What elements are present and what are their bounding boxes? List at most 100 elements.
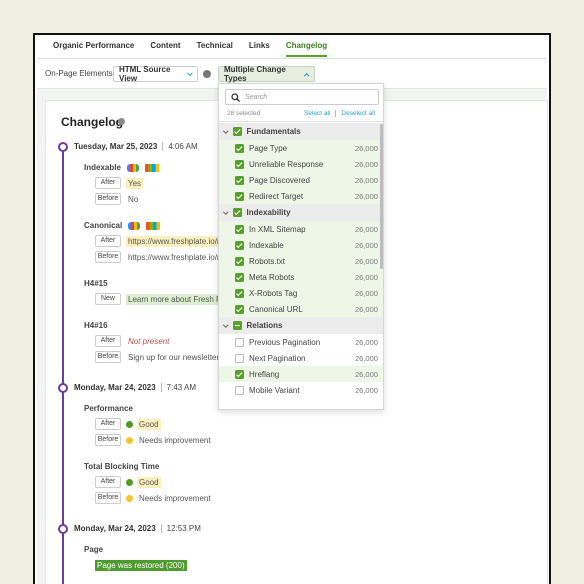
- option-checkbox[interactable]: [235, 304, 244, 314]
- field-name: H4#16: [84, 321, 108, 330]
- change-value: https://www.freshplate.io/re: [126, 251, 226, 263]
- option-count: 26,000: [355, 175, 378, 185]
- option-checkbox[interactable]: [235, 159, 244, 169]
- change-tag: New: [95, 293, 121, 305]
- options-list: Fundamentals Page Type 26,000 Unreliable Re…: [219, 123, 383, 409]
- change-types-text: Multiple Change Types: [224, 65, 286, 83]
- group-header[interactable]: Relations: [219, 317, 383, 334]
- group-name: Indexability: [246, 208, 291, 217]
- option-row[interactable]: Previous Pagination 26,000: [219, 334, 383, 350]
- option-name: Mobile Variant: [249, 385, 300, 395]
- value-text: Needs improvement: [139, 493, 211, 503]
- option-checkbox[interactable]: [235, 385, 244, 395]
- bing-icon: [144, 163, 159, 172]
- option-checkbox[interactable]: [235, 353, 244, 363]
- tab[interactable]: Organic Performance: [53, 41, 135, 50]
- group-checkbox[interactable]: [232, 321, 242, 330]
- entry-header: Monday, Mar 24, 2023 12:53 PM: [74, 524, 201, 533]
- option-name: Previous Pagination: [249, 337, 321, 347]
- bing-icon: [146, 221, 161, 230]
- option-count: 26,000: [355, 143, 378, 153]
- group-checkbox[interactable]: [232, 208, 242, 217]
- entry-time: 12:53 PM: [166, 524, 201, 533]
- option-row[interactable]: Unreliable Response 26,000: [219, 156, 383, 172]
- option-checkbox[interactable]: [235, 175, 244, 185]
- option-row[interactable]: Meta Robots 26,000: [219, 269, 383, 285]
- option-row[interactable]: In XML Sitemap 26,000: [219, 221, 383, 237]
- option-checkbox[interactable]: [235, 288, 244, 298]
- changelog-title: Changelog: [61, 115, 123, 129]
- option-row[interactable]: Indexable 26,000: [219, 237, 383, 253]
- tab[interactable]: Content: [150, 41, 181, 50]
- tab-bar: Organic Performance Content Technical Links…: [53, 41, 328, 57]
- option-row[interactable]: Next Pagination 26,000: [219, 350, 383, 366]
- group-checkbox[interactable]: [232, 127, 242, 136]
- value-text: Page was restored (200): [95, 559, 187, 571]
- change-value: Learn more about Fresh Pla: [126, 293, 230, 305]
- entry-time: 4:06 AM: [168, 142, 198, 151]
- entry-date: Monday, Mar 24, 2023: [74, 383, 156, 392]
- select-all[interactable]: Select all: [304, 110, 331, 117]
- option-row[interactable]: Hreflang 26,000: [219, 366, 383, 382]
- option-name: In XML Sitemap: [249, 224, 306, 234]
- deselect-all[interactable]: Deselect all: [341, 110, 375, 117]
- option-checkbox[interactable]: [235, 143, 244, 153]
- tab[interactable]: Technical: [196, 41, 233, 50]
- value-text: Needs improvement: [139, 435, 211, 445]
- option-checkbox[interactable]: [235, 369, 244, 379]
- option-row[interactable]: Robots.txt 26,000: [219, 253, 383, 269]
- change-value: Not present: [126, 335, 171, 347]
- option-checkbox[interactable]: [235, 337, 244, 347]
- status-dot: [126, 478, 133, 486]
- tab[interactable]: Changelog: [285, 41, 328, 57]
- option-name: Unreliable Response: [249, 159, 324, 169]
- separator: [162, 142, 164, 151]
- timeline-node: [58, 383, 68, 393]
- entry-header: Tuesday, Mar 25, 2023 4:06 AM: [74, 142, 198, 151]
- option-row[interactable]: Page Type 26,000: [219, 140, 383, 156]
- field-name: Total Blocking Time: [84, 462, 160, 471]
- option-count: 26,000: [355, 288, 378, 298]
- google-icon: [126, 163, 139, 172]
- option-row[interactable]: Page Discovered 26,000: [219, 172, 383, 188]
- group-header[interactable]: Fundamentals: [219, 123, 383, 140]
- field-name: Indexable: [84, 163, 121, 172]
- change-types-button[interactable]: Multiple Change Types: [218, 65, 315, 83]
- group-header[interactable]: Indexability: [219, 204, 383, 221]
- view-dropdown[interactable]: HTML Source View: [113, 65, 198, 83]
- option-row[interactable]: X-Robots Tag 26,000: [219, 285, 383, 301]
- change-tag: After: [95, 177, 121, 189]
- option-checkbox[interactable]: [235, 224, 244, 234]
- search-box[interactable]: Search: [225, 89, 379, 105]
- change-value: Needs improvement: [126, 434, 213, 446]
- change-value: Sign up for our newsletter: [126, 351, 221, 363]
- tab[interactable]: Links: [248, 41, 270, 50]
- option-name: X-Robots Tag: [249, 288, 298, 298]
- option-checkbox[interactable]: [235, 272, 244, 282]
- separator: [335, 110, 337, 117]
- change-tag: After: [95, 418, 121, 430]
- option-checkbox[interactable]: [235, 240, 244, 250]
- entry-date: Monday, Mar 24, 2023: [74, 524, 156, 533]
- option-checkbox[interactable]: [235, 256, 244, 266]
- change-tag: Before: [95, 492, 121, 504]
- option-row[interactable]: Canonical URL 26,000: [219, 301, 383, 317]
- option-row[interactable]: Mobile Variant 26,000: [219, 382, 383, 398]
- help-icon[interactable]: [203, 70, 211, 78]
- help-icon[interactable]: [118, 118, 125, 125]
- group-name: Fundamentals: [246, 127, 301, 136]
- option-checkbox[interactable]: [235, 191, 244, 201]
- select-links: Select all Deselect all: [304, 110, 375, 117]
- change-value: Good: [126, 476, 161, 488]
- change-field: Canonical: [84, 221, 161, 230]
- option-row[interactable]: Redirect Target 26,000: [219, 188, 383, 204]
- separator: [160, 524, 162, 533]
- change-tag: Before: [95, 193, 121, 205]
- toolbar-label: On-Page Elements: [45, 69, 113, 78]
- change-field: H4#15: [84, 279, 108, 288]
- change-tag: After: [95, 476, 121, 488]
- value-text: Sign up for our newsletter: [128, 352, 220, 362]
- option-count: 26,000: [355, 353, 378, 363]
- status-dot: [126, 420, 133, 428]
